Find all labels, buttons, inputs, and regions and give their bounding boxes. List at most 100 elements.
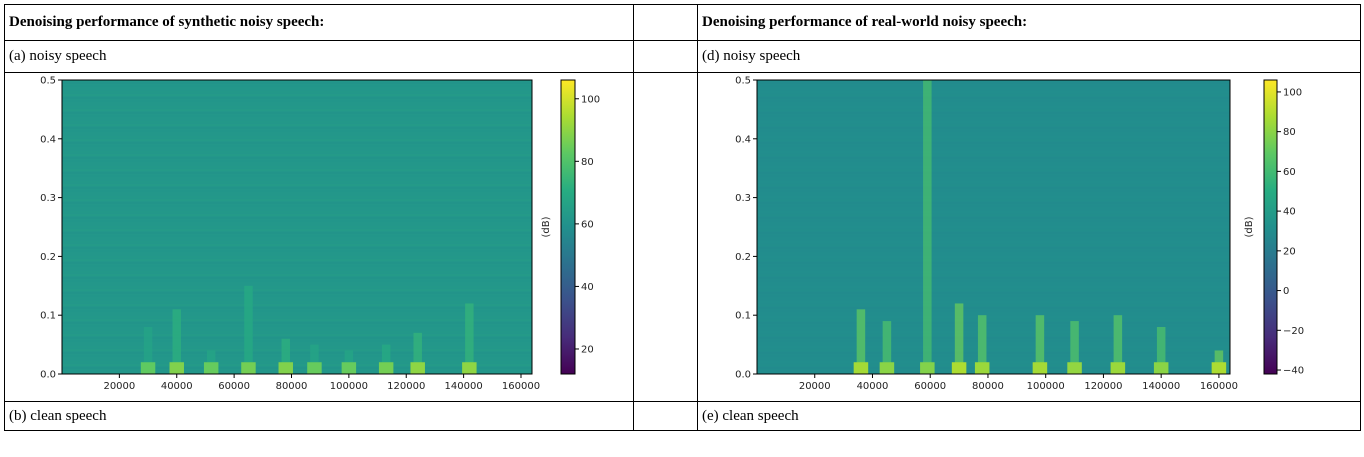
y-tick-label: 0.3	[40, 193, 56, 204]
energy-base-6	[341, 362, 357, 374]
energy-base-1	[169, 362, 184, 374]
energy-band-1	[882, 321, 892, 374]
energy-band-3	[954, 303, 964, 374]
synthetic-spectrogram: 20000 40000 60000 80000 100000 120000 140000 16…	[40, 76, 600, 393]
energy-base-8	[410, 362, 425, 374]
energy-base-6	[1067, 362, 1082, 374]
colorbar-tick-label: 60	[581, 219, 594, 230]
energy-base-7	[1110, 362, 1126, 374]
energy-band-4	[281, 338, 290, 374]
energy-band-6	[1070, 321, 1079, 374]
energy-base-1	[879, 362, 895, 374]
y-tick-label: 0.1	[735, 311, 751, 322]
energy-band-0	[143, 326, 153, 374]
plot-frame	[756, 79, 1231, 375]
energy-base-0	[853, 362, 869, 374]
left-header: Denoising performance of synthetic noisy…	[4, 4, 634, 41]
energy-base-9	[1211, 362, 1227, 374]
colorbar-tick-label: 80	[1283, 127, 1296, 138]
x-tick-label: 160000	[1200, 381, 1238, 392]
x-tick-label: 40000	[161, 381, 193, 392]
colorbar-tick-label: 60	[1283, 167, 1296, 178]
label-e: (e) clean speech	[697, 401, 1361, 431]
energy-base-5	[1032, 362, 1048, 374]
plot-frame	[61, 79, 533, 375]
energy-base-4	[974, 362, 990, 374]
x-tick-label: 120000	[1084, 381, 1122, 392]
y-tick-label: 0.5	[735, 76, 751, 87]
x-tick-label: 80000	[972, 381, 1004, 392]
energy-band-9	[465, 303, 474, 374]
y-tick-label: 0.5	[40, 76, 56, 87]
energy-band-8	[413, 332, 422, 374]
colorbar-tick-label: 100	[581, 94, 600, 105]
energy-base-3	[951, 362, 967, 374]
y-tick-label: 0.2	[40, 252, 56, 263]
energy-base-2	[203, 362, 219, 374]
label-b: (b) clean speech	[4, 401, 634, 431]
x-tick-label: 140000	[445, 381, 483, 392]
colorbar-label: (dB)	[541, 216, 552, 237]
colorbar	[560, 79, 576, 375]
energy-band-1	[172, 309, 181, 374]
energy-base-0	[140, 362, 156, 374]
energy-band-5	[1035, 315, 1045, 374]
x-tick-label: 20000	[103, 381, 135, 392]
right-header: Denoising performance of real-world nois…	[697, 4, 1361, 41]
colorbar-tick-label: −20	[1283, 326, 1304, 337]
energy-band-2	[923, 80, 932, 374]
y-tick-label: 0.3	[735, 193, 751, 204]
left-plot-cell: 20000 40000 60000 80000 100000 120000 140000 16…	[4, 72, 634, 402]
colorbar-tick-label: 20	[1283, 246, 1296, 257]
energy-band-7	[381, 344, 391, 374]
x-tick-label: 20000	[799, 381, 831, 392]
right-plot-cell: 20000 40000 60000 80000 100000 120000 140000 16…	[697, 72, 1361, 402]
energy-base-5	[307, 362, 322, 374]
energy-base-7	[378, 362, 394, 374]
spectrogram-texture	[62, 79, 532, 372]
energy-base-9	[462, 362, 477, 374]
colorbar-tick-label: 100	[1283, 87, 1302, 98]
colorbar-label: (dB)	[1244, 216, 1255, 237]
realworld-spectrogram: 20000 40000 60000 80000 100000 120000 140000 16…	[735, 76, 1304, 393]
figure-table: Denoising performance of synthetic noisy…	[4, 4, 1361, 431]
spacer-cell	[633, 40, 698, 73]
colorbar-tick-label: 0	[1283, 286, 1289, 297]
energy-base-8	[1153, 362, 1169, 374]
x-tick-label: 60000	[218, 381, 250, 392]
colorbar-tick-label: 80	[581, 157, 594, 168]
energy-band-5	[310, 344, 319, 374]
spectrogram-texture	[757, 79, 1230, 372]
label-a: (a) noisy speech	[4, 40, 634, 73]
colorbar-tick-label: 20	[581, 344, 594, 355]
x-tick-label: 100000	[1027, 381, 1065, 392]
x-tick-label: 60000	[914, 381, 946, 392]
energy-band-4	[977, 315, 987, 374]
y-tick-label: 0.2	[735, 252, 751, 263]
x-tick-label: 140000	[1142, 381, 1180, 392]
energy-base-4	[278, 362, 293, 374]
y-tick-label: 0.0	[735, 370, 751, 381]
colorbar	[1263, 79, 1278, 375]
y-tick-label: 0.0	[40, 370, 56, 381]
y-tick-label: 0.4	[40, 134, 56, 145]
energy-base-2	[920, 362, 935, 374]
spacer-cell	[633, 401, 698, 431]
y-tick-label: 0.1	[40, 311, 56, 322]
energy-band-0	[856, 309, 866, 374]
x-tick-label: 120000	[387, 381, 425, 392]
colorbar-tick-label: 40	[1283, 207, 1296, 218]
x-tick-label: 40000	[857, 381, 889, 392]
spacer-cell	[633, 72, 698, 402]
colorbar-tick-label: 40	[581, 282, 594, 293]
colorbar-tick-label: −40	[1283, 366, 1304, 377]
x-tick-label: 100000	[330, 381, 368, 392]
spacer-cell	[633, 4, 698, 41]
x-tick-label: 80000	[276, 381, 308, 392]
energy-band-3	[244, 285, 253, 374]
y-tick-label: 0.4	[735, 134, 751, 145]
energy-band-7	[1113, 315, 1123, 374]
label-d: (d) noisy speech	[697, 40, 1361, 73]
energy-base-3	[241, 362, 256, 374]
x-tick-label: 160000	[502, 381, 540, 392]
